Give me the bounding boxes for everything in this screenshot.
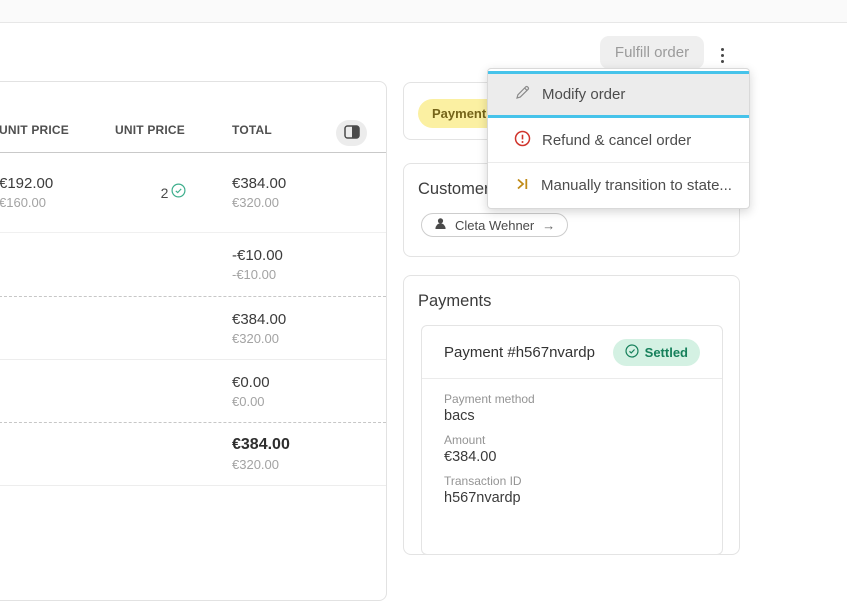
table-row-total: €384.00 €320.00 [0,423,386,486]
top-strip [0,0,847,23]
amount-label: Amount [444,433,486,447]
menu-item-label: Modify order [542,86,626,103]
payment-status-label: Settled [644,344,688,360]
payment-id: Payment #h567nvardp [444,343,595,361]
menu-item-modify-order[interactable]: Modify order [488,74,749,115]
person-icon [434,217,447,233]
order-table-header: UNIT PRICE UNIT PRICE TOTAL [0,82,386,153]
payment-method-field: Payment method bacs [444,392,700,424]
line-total-value: €384.00 [232,175,287,192]
transaction-id-label: Transaction ID [444,474,522,488]
transaction-id-value: h567nvardp [444,490,521,506]
dropdown-accent-bar [488,115,749,118]
pencil-icon [514,84,531,105]
order-lines-card: UNIT PRICE UNIT PRICE TOTAL €192.00 €160… [0,81,387,601]
table-row: €192.00 €160.00 2 €384.00 €320.00 [0,153,386,233]
payment-header: Payment #h567nvardp Settled [422,326,722,379]
line-quantity-cell: 2 [115,182,232,203]
grand-total-cell: €384.00 €320.00 [232,436,386,472]
menu-item-label: Refund & cancel order [542,131,692,149]
discount-amount: -€10.00 [232,247,283,264]
shipping-amount-net: €0.00 [232,393,265,409]
column-settings-button[interactable] [336,120,367,146]
menu-item-refund-cancel[interactable]: Refund & cancel order [488,118,749,163]
discount-amount-net: -€10.00 [232,267,277,282]
payment-detail-box: Payment #h567nvardp Settled Payment meth… [421,325,723,555]
amount-field: Amount €384.00 [444,433,700,465]
shipping-amount: €0.00 [232,373,270,391]
customer-name: Cleta Wehner [455,217,535,233]
table-row-discount: -€10.00 -€10.00 [0,233,386,297]
payment-method-label: Payment method [444,392,535,406]
unit-price-original: €160.00 [0,195,46,210]
amount-value: €384.00 [444,449,497,465]
grand-total-amount-net: €320.00 [232,457,279,472]
fulfill-order-button[interactable]: Fulfill order [600,36,704,69]
payment-method-value: bacs [444,408,475,424]
order-actions-dropdown: Modify order Refund & cancel order Manua… [487,68,750,209]
check-circle-icon [625,343,639,361]
columns-icon [343,124,360,142]
discount-total-cell: -€10.00 -€10.00 [232,247,386,282]
unit-price-value: €192.00 [0,175,54,192]
payment-fields: Payment method bacs Amount €384.00 Trans… [422,379,722,528]
transition-icon [514,176,530,196]
check-circle-icon [171,182,186,203]
payment-status-badge: Settled [612,338,700,366]
subtotal-amount: €384.00 [232,310,287,328]
kebab-menu-icon[interactable] [714,43,730,67]
table-row-subtotal: €384.00 €320.00 [0,297,386,360]
transaction-id-field: Transaction ID h567nvardp [444,474,700,506]
shipping-cell: €0.00 €0.00 [232,374,386,409]
arrow-right-icon: → [542,217,556,233]
subtotal-cell: €384.00 €320.00 [232,311,386,346]
customer-link[interactable]: Cleta Wehner → [421,213,569,237]
column-header-unit-price: UNIT PRICE [0,123,70,137]
customer-card-title: Customer [418,180,490,198]
menu-item-transition-state[interactable]: Manually transition to state... [488,163,749,208]
line-total-cell: €384.00 €320.00 [232,175,386,210]
line-total-original: €320.00 [232,195,279,210]
column-header-unit-price-2: UNIT PRICE [115,123,186,137]
subtotal-amount-net: €320.00 [232,330,279,346]
alert-circle-icon [514,130,531,151]
menu-item-label: Manually transition to state... [541,177,732,194]
grand-total-amount: €384.00 [232,436,290,453]
table-row-shipping: €0.00 €0.00 [0,360,386,423]
column-header-total: TOTAL [232,123,272,137]
payments-card: Payments Payment #h567nvardp Settled Pay… [403,275,740,555]
quantity-value: 2 [160,184,169,201]
payments-card-title: Payments [418,292,492,310]
dropdown-accent-bar [488,71,749,74]
line-unit-price-cell: €192.00 €160.00 [0,175,115,210]
